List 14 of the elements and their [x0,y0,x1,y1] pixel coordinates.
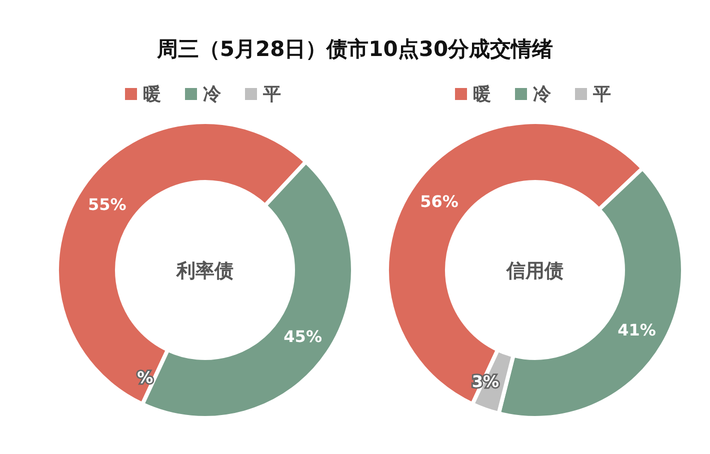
legend-label: 平 [592,84,611,105]
data-label: 56% [420,192,458,211]
legend-label: 暖 [473,84,491,105]
legend-label: 冷 [533,84,552,105]
legend-label: 冷 [203,84,222,105]
legend-label: 暖 [143,84,161,105]
text: 信用债 [506,260,564,282]
chart-title: 周三（5月28日）债市10点30分成交情绪 [156,37,554,61]
text: % [137,368,154,387]
data-label: 55% [88,195,126,214]
legend-label: 平 [262,84,281,105]
data-label: 45% [284,326,322,346]
text: 利率债 [176,260,234,282]
data-label: 41% [618,320,656,340]
